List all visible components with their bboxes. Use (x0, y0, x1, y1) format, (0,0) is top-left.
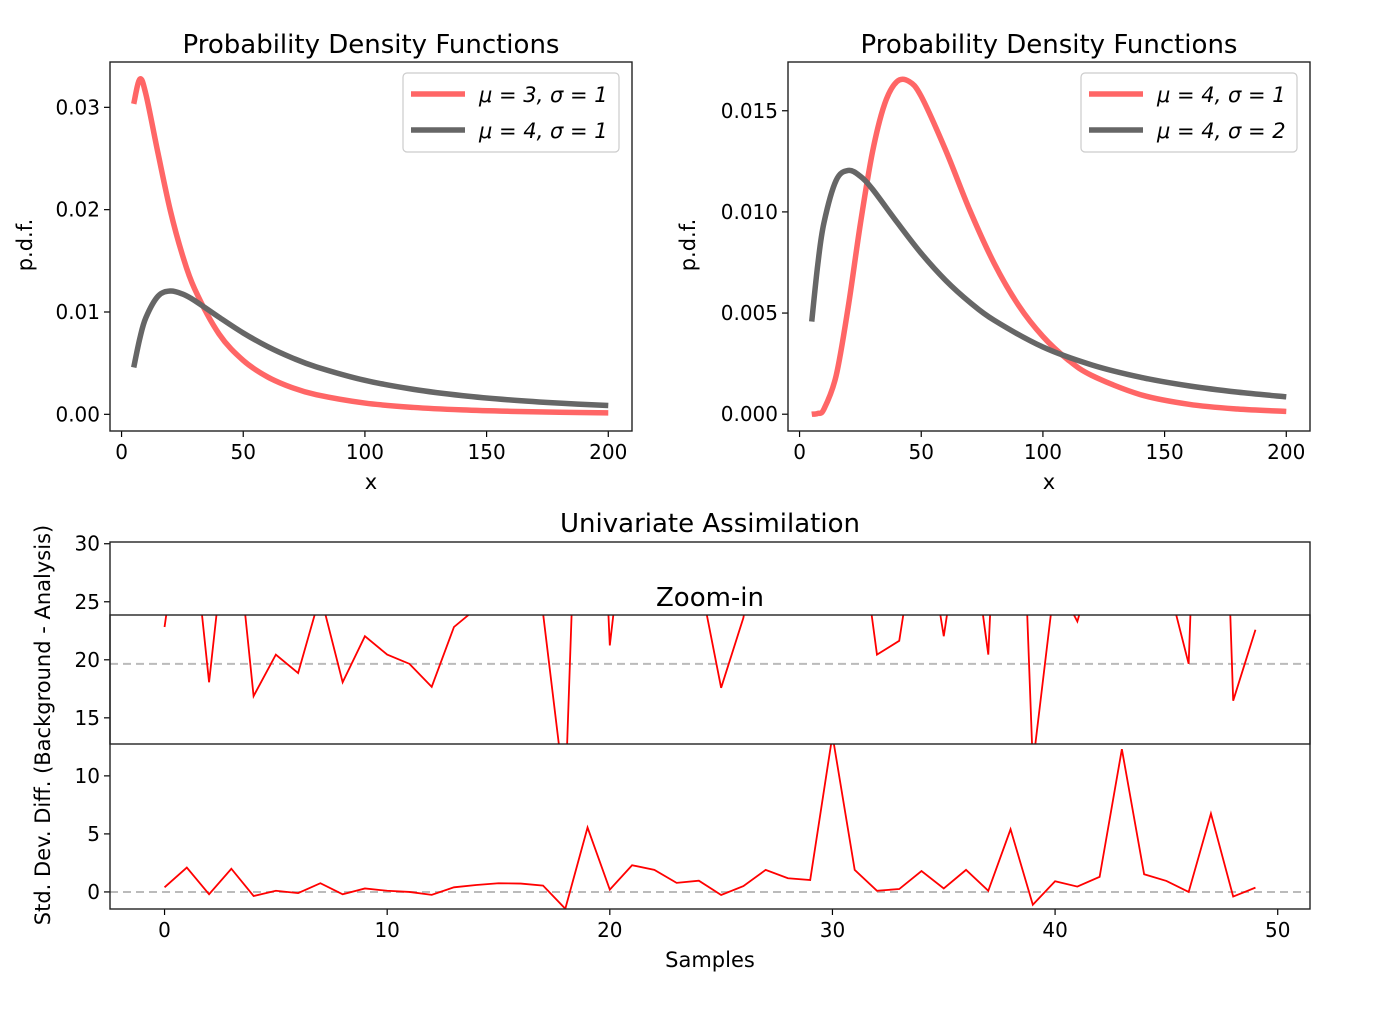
legend-label: μ = 4, σ = 1 (1156, 83, 1286, 107)
y-tick-label: 0.02 (55, 198, 100, 222)
x-axis-label: x (365, 470, 377, 494)
axes-frame (787, 61, 1311, 432)
x-tick-label: 100 (346, 440, 384, 464)
x-tick-label: 30 (820, 918, 845, 942)
y-tick-label: 0.000 (721, 402, 778, 426)
y-tick-label: 0.00 (55, 402, 100, 426)
series-line-0 (811, 76, 1287, 417)
x-tick-label: 50 (1265, 918, 1290, 942)
chart-title: Univariate Assimilation (560, 509, 860, 539)
x-tick-label: 0 (115, 440, 128, 464)
y-tick-label: 0 (87, 880, 100, 904)
y-tick-label: 15 (75, 706, 100, 730)
x-tick-label: 200 (589, 440, 627, 464)
x-tick-label: 50 (231, 440, 256, 464)
series-line-1 (131, 288, 609, 409)
y-tick-label: 10 (75, 764, 100, 788)
legend-label: μ = 4, σ = 1 (478, 119, 608, 143)
y-tick-label: 5 (87, 822, 100, 846)
y-tick-label: 0.015 (721, 99, 778, 123)
x-tick-label: 100 (1024, 440, 1062, 464)
series-line-0 (131, 76, 609, 416)
axes-frame (109, 61, 633, 432)
series-line-1 (808, 167, 1287, 400)
y-tick-label: 0.010 (721, 200, 778, 224)
plot-area (131, 76, 609, 416)
plot-area (808, 76, 1287, 417)
x-tick-label: 150 (1146, 440, 1184, 464)
y-axis-label: Std. Dev. Diff. (Background - Analysis) (31, 525, 55, 925)
x-tick-label: 50 (909, 440, 934, 464)
chart-0: Probability Density Functions 0 50 100 150 20… (13, 30, 633, 494)
y-tick-label: 0.01 (55, 300, 100, 324)
chart-title: Probability Density Functions (861, 30, 1238, 60)
x-tick-label: 20 (597, 918, 622, 942)
y-axis-label: p.d.f. (13, 219, 37, 272)
x-tick-label: 40 (1042, 918, 1067, 942)
x-tick-label: 10 (374, 918, 399, 942)
axes-frame (109, 541, 1311, 910)
inset-series-line (163, 615, 1257, 744)
legend: μ = 3, σ = 1 μ = 4, σ = 1 (402, 72, 620, 153)
x-axis-label: x (1043, 470, 1055, 494)
chart-2: Univariate Assimilation 0 10 20 30 40 50 0 5 10 15… (31, 509, 1311, 972)
y-tick-label: 20 (75, 648, 100, 672)
x-axis-label: Samples (665, 948, 755, 972)
inset-title: Zoom-in (656, 583, 764, 613)
plot-area (110, 735, 1310, 909)
y-tick-label: 30 (75, 532, 100, 556)
x-tick-label: 0 (793, 440, 806, 464)
series-line (163, 735, 1256, 909)
y-tick-label: 0.03 (55, 95, 100, 119)
y-tick-label: 25 (75, 590, 100, 614)
x-tick-label: 0 (158, 918, 171, 942)
chart-title: Probability Density Functions (183, 30, 560, 60)
y-tick-label: 0.005 (721, 301, 778, 325)
legend: μ = 4, σ = 1 μ = 4, σ = 2 (1080, 72, 1298, 153)
x-tick-label: 150 (468, 440, 506, 464)
inset-background (110, 615, 1310, 744)
legend-label: μ = 4, σ = 2 (1156, 119, 1286, 143)
y-axis-label: p.d.f. (676, 219, 700, 272)
inset-zoom-in: Zoom-in (109, 583, 1311, 745)
legend-label: μ = 3, σ = 1 (478, 83, 608, 107)
chart-1: Probability Density Functions 0 50 100 150 20… (676, 30, 1311, 494)
x-tick-label: 200 (1267, 440, 1305, 464)
